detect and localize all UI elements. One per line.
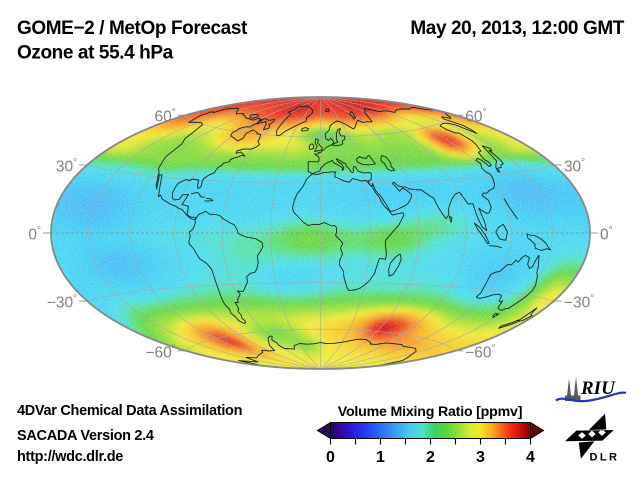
svg-text:−30°: −30° — [47, 294, 77, 312]
svg-text:SACADA Version 2.4: SACADA Version 2.4 — [17, 428, 154, 444]
svg-text:−60°: −60° — [145, 343, 175, 361]
svg-text:30°: 30° — [564, 158, 585, 176]
svg-text:1: 1 — [376, 449, 385, 466]
svg-text:4DVar Chemical Data Assimilati: 4DVar Chemical Data Assimilation — [17, 403, 242, 419]
svg-text:May 20, 2013, 12:00 GMT: May 20, 2013, 12:00 GMT — [410, 18, 624, 39]
svg-text:Volume Mixing Ratio [ppmv]: Volume Mixing Ratio [ppmv] — [338, 404, 523, 420]
svg-text:−60°: −60° — [465, 343, 495, 361]
svg-text:0: 0 — [326, 449, 335, 466]
svg-text:Ozone at 55.4 hPa: Ozone at 55.4 hPa — [17, 43, 174, 64]
svg-text:http://wdc.dlr.de: http://wdc.dlr.de — [17, 449, 123, 465]
svg-text:4: 4 — [526, 449, 535, 466]
svg-text:3: 3 — [476, 449, 485, 466]
svg-text:DLR: DLR — [590, 452, 620, 464]
svg-text:−30°: −30° — [564, 294, 594, 312]
svg-text:2: 2 — [426, 449, 435, 466]
svg-text:30°: 30° — [56, 158, 77, 176]
svg-text:GOME−2 / MetOp Forecast: GOME−2 / MetOp Forecast — [17, 18, 248, 39]
svg-text:60°: 60° — [155, 108, 176, 126]
svg-text:60°: 60° — [465, 108, 486, 126]
svg-text:RIU: RIU — [580, 378, 616, 399]
